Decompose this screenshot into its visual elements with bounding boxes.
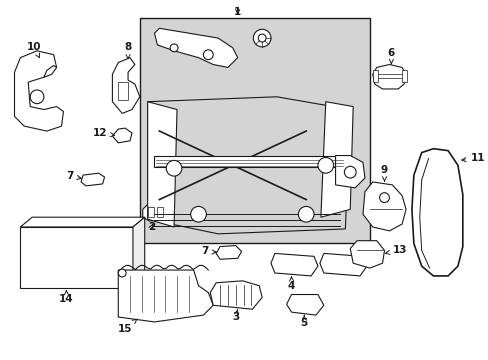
Polygon shape [286, 294, 323, 315]
FancyBboxPatch shape [140, 18, 369, 243]
Polygon shape [118, 270, 213, 322]
FancyBboxPatch shape [154, 156, 345, 167]
Polygon shape [411, 149, 462, 276]
Polygon shape [320, 102, 352, 217]
Polygon shape [44, 66, 57, 77]
Circle shape [170, 44, 178, 52]
FancyBboxPatch shape [20, 227, 133, 288]
Polygon shape [270, 253, 317, 276]
Text: 7: 7 [201, 247, 216, 256]
Text: 15: 15 [117, 319, 137, 334]
Text: 9: 9 [380, 165, 387, 181]
Text: 6: 6 [387, 48, 394, 64]
Polygon shape [210, 281, 262, 309]
Circle shape [379, 193, 388, 203]
Circle shape [166, 161, 182, 176]
Polygon shape [142, 204, 167, 221]
Text: 11: 11 [461, 153, 484, 163]
Polygon shape [216, 246, 241, 259]
Circle shape [203, 50, 213, 60]
Text: 7: 7 [66, 171, 81, 181]
Polygon shape [147, 97, 349, 234]
Polygon shape [349, 241, 384, 268]
Circle shape [190, 206, 206, 222]
Text: 5: 5 [300, 315, 307, 328]
Polygon shape [20, 217, 144, 227]
FancyBboxPatch shape [147, 207, 154, 217]
Polygon shape [147, 102, 177, 227]
Polygon shape [154, 28, 237, 67]
Circle shape [258, 34, 265, 42]
Circle shape [298, 206, 313, 222]
Text: 4: 4 [287, 277, 295, 291]
Circle shape [344, 166, 355, 178]
Circle shape [30, 90, 44, 104]
Polygon shape [112, 128, 132, 143]
Text: 3: 3 [232, 309, 239, 322]
FancyBboxPatch shape [118, 82, 128, 100]
Text: 14: 14 [59, 291, 74, 305]
Polygon shape [319, 253, 366, 276]
Text: 12: 12 [93, 128, 114, 138]
Text: 2: 2 [148, 222, 155, 232]
FancyBboxPatch shape [401, 70, 406, 82]
Polygon shape [112, 58, 140, 113]
Circle shape [253, 29, 270, 47]
FancyBboxPatch shape [157, 207, 163, 217]
Text: 13: 13 [385, 246, 406, 256]
Circle shape [118, 269, 126, 277]
Polygon shape [372, 64, 405, 89]
Text: 8: 8 [124, 42, 131, 59]
Polygon shape [362, 182, 405, 231]
Polygon shape [133, 217, 144, 288]
Text: 10: 10 [27, 42, 41, 58]
Polygon shape [335, 156, 364, 188]
FancyBboxPatch shape [372, 70, 377, 82]
Circle shape [317, 157, 333, 173]
Text: 1: 1 [234, 6, 241, 17]
Polygon shape [81, 173, 104, 186]
Polygon shape [15, 51, 63, 131]
